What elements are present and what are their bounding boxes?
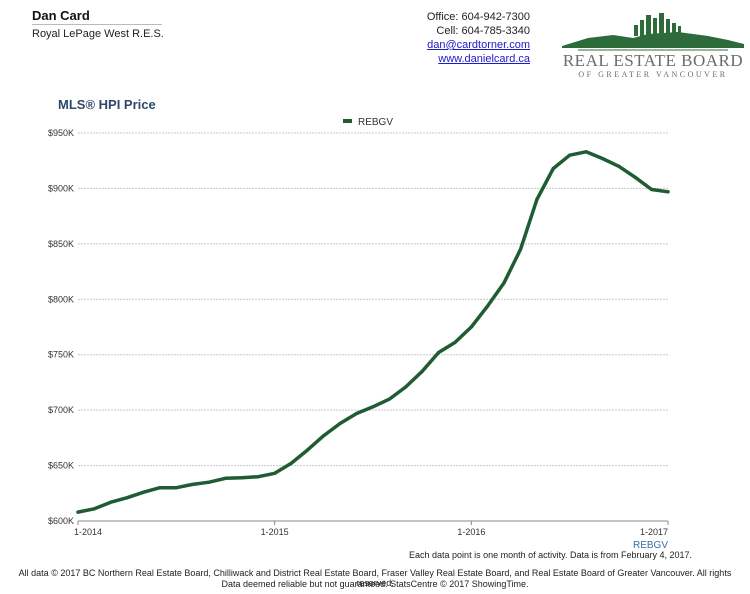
data-point	[141, 490, 146, 494]
axes: $600K $650K $700K $750K $800K $850K $900K $950K…	[48, 128, 669, 537]
data-point	[617, 164, 621, 168]
data-point	[650, 187, 654, 192]
data-point	[600, 156, 605, 161]
data-point	[387, 397, 391, 401]
agent-company: Royal LePage West R.E.S.	[32, 28, 164, 40]
footer-copyright: All data © 2017 BC Northern Real Estate …	[18, 568, 732, 588]
data-point	[125, 496, 129, 500]
series-layer	[76, 150, 670, 514]
x-tick-label: 1-2016	[457, 527, 485, 537]
y-tick-label: $600K	[48, 516, 74, 526]
y-tick-label: $650K	[48, 461, 74, 471]
data-point	[633, 175, 637, 179]
grid-lines	[78, 132, 668, 522]
data-point	[436, 350, 441, 355]
chart-title: MLS® HPI Price	[58, 97, 156, 112]
y-tick-label: $900K	[48, 183, 74, 193]
data-point	[404, 385, 408, 389]
email-link[interactable]: dan@cardtorner.com	[427, 39, 530, 51]
data-point	[568, 153, 572, 157]
office-phone: Office: 604-942-7300	[426, 11, 530, 23]
data-point	[158, 486, 162, 490]
data-point	[666, 190, 670, 194]
legend-label-rebgv: REBGV	[358, 117, 393, 128]
series-line-rebgv	[76, 150, 670, 514]
data-point	[453, 340, 457, 345]
x-axis-label: REBGV	[633, 540, 668, 551]
data-point	[223, 476, 228, 480]
data-point	[355, 411, 359, 416]
data-point	[273, 471, 277, 475]
y-tick-label: $750K	[48, 350, 74, 360]
data-point	[371, 405, 375, 409]
data-point	[469, 325, 473, 329]
agent-name-underline	[32, 24, 162, 25]
data-point	[518, 247, 523, 251]
real-estate-board-logo: REAL ESTATE BOARD OF GREATER VANCOUVER	[562, 13, 744, 79]
data-point	[486, 304, 490, 308]
logo-text-sub: OF GREATER VANCOUVER	[578, 70, 727, 79]
data-point	[551, 166, 555, 171]
data-point	[420, 369, 424, 373]
legend: REBGV	[343, 117, 393, 128]
data-point	[305, 448, 310, 452]
data-point	[502, 281, 506, 285]
agent-name: Dan Card	[32, 8, 90, 23]
data-point	[207, 480, 211, 484]
cell-phone: Cell: 604-785-3340	[436, 25, 530, 37]
data-point	[240, 476, 244, 480]
x-tick-label: 1-2017	[640, 527, 668, 537]
data-point	[256, 475, 260, 479]
y-tick-label: $950K	[48, 128, 74, 138]
data-point	[338, 421, 342, 426]
data-note: Each data point is one month of activity…	[409, 550, 692, 560]
x-tick-label: 1-2015	[261, 527, 289, 537]
footer-disclaimer: Data deemed reliable but not guaranteed.…	[221, 579, 529, 589]
y-tick-label: $800K	[48, 294, 74, 304]
data-point	[584, 150, 588, 154]
y-tick-label: $700K	[48, 405, 74, 415]
y-tick-label: $850K	[48, 239, 74, 249]
x-tick-label: 1-2014	[74, 527, 102, 537]
contact-block: Office: 604-942-7300 Cell: 604-785-3340 …	[427, 10, 530, 66]
logo-text-main: REAL ESTATE BOARD	[563, 51, 743, 70]
data-point	[322, 434, 326, 438]
data-point	[109, 500, 113, 504]
data-point	[174, 486, 178, 490]
data-point	[76, 510, 80, 514]
data-point	[289, 461, 293, 465]
vancouver-skyline-icon	[562, 13, 744, 51]
website-link[interactable]: www.danielcard.ca	[438, 53, 530, 65]
data-point	[535, 197, 539, 202]
data-point	[92, 507, 96, 511]
data-point	[191, 482, 195, 487]
